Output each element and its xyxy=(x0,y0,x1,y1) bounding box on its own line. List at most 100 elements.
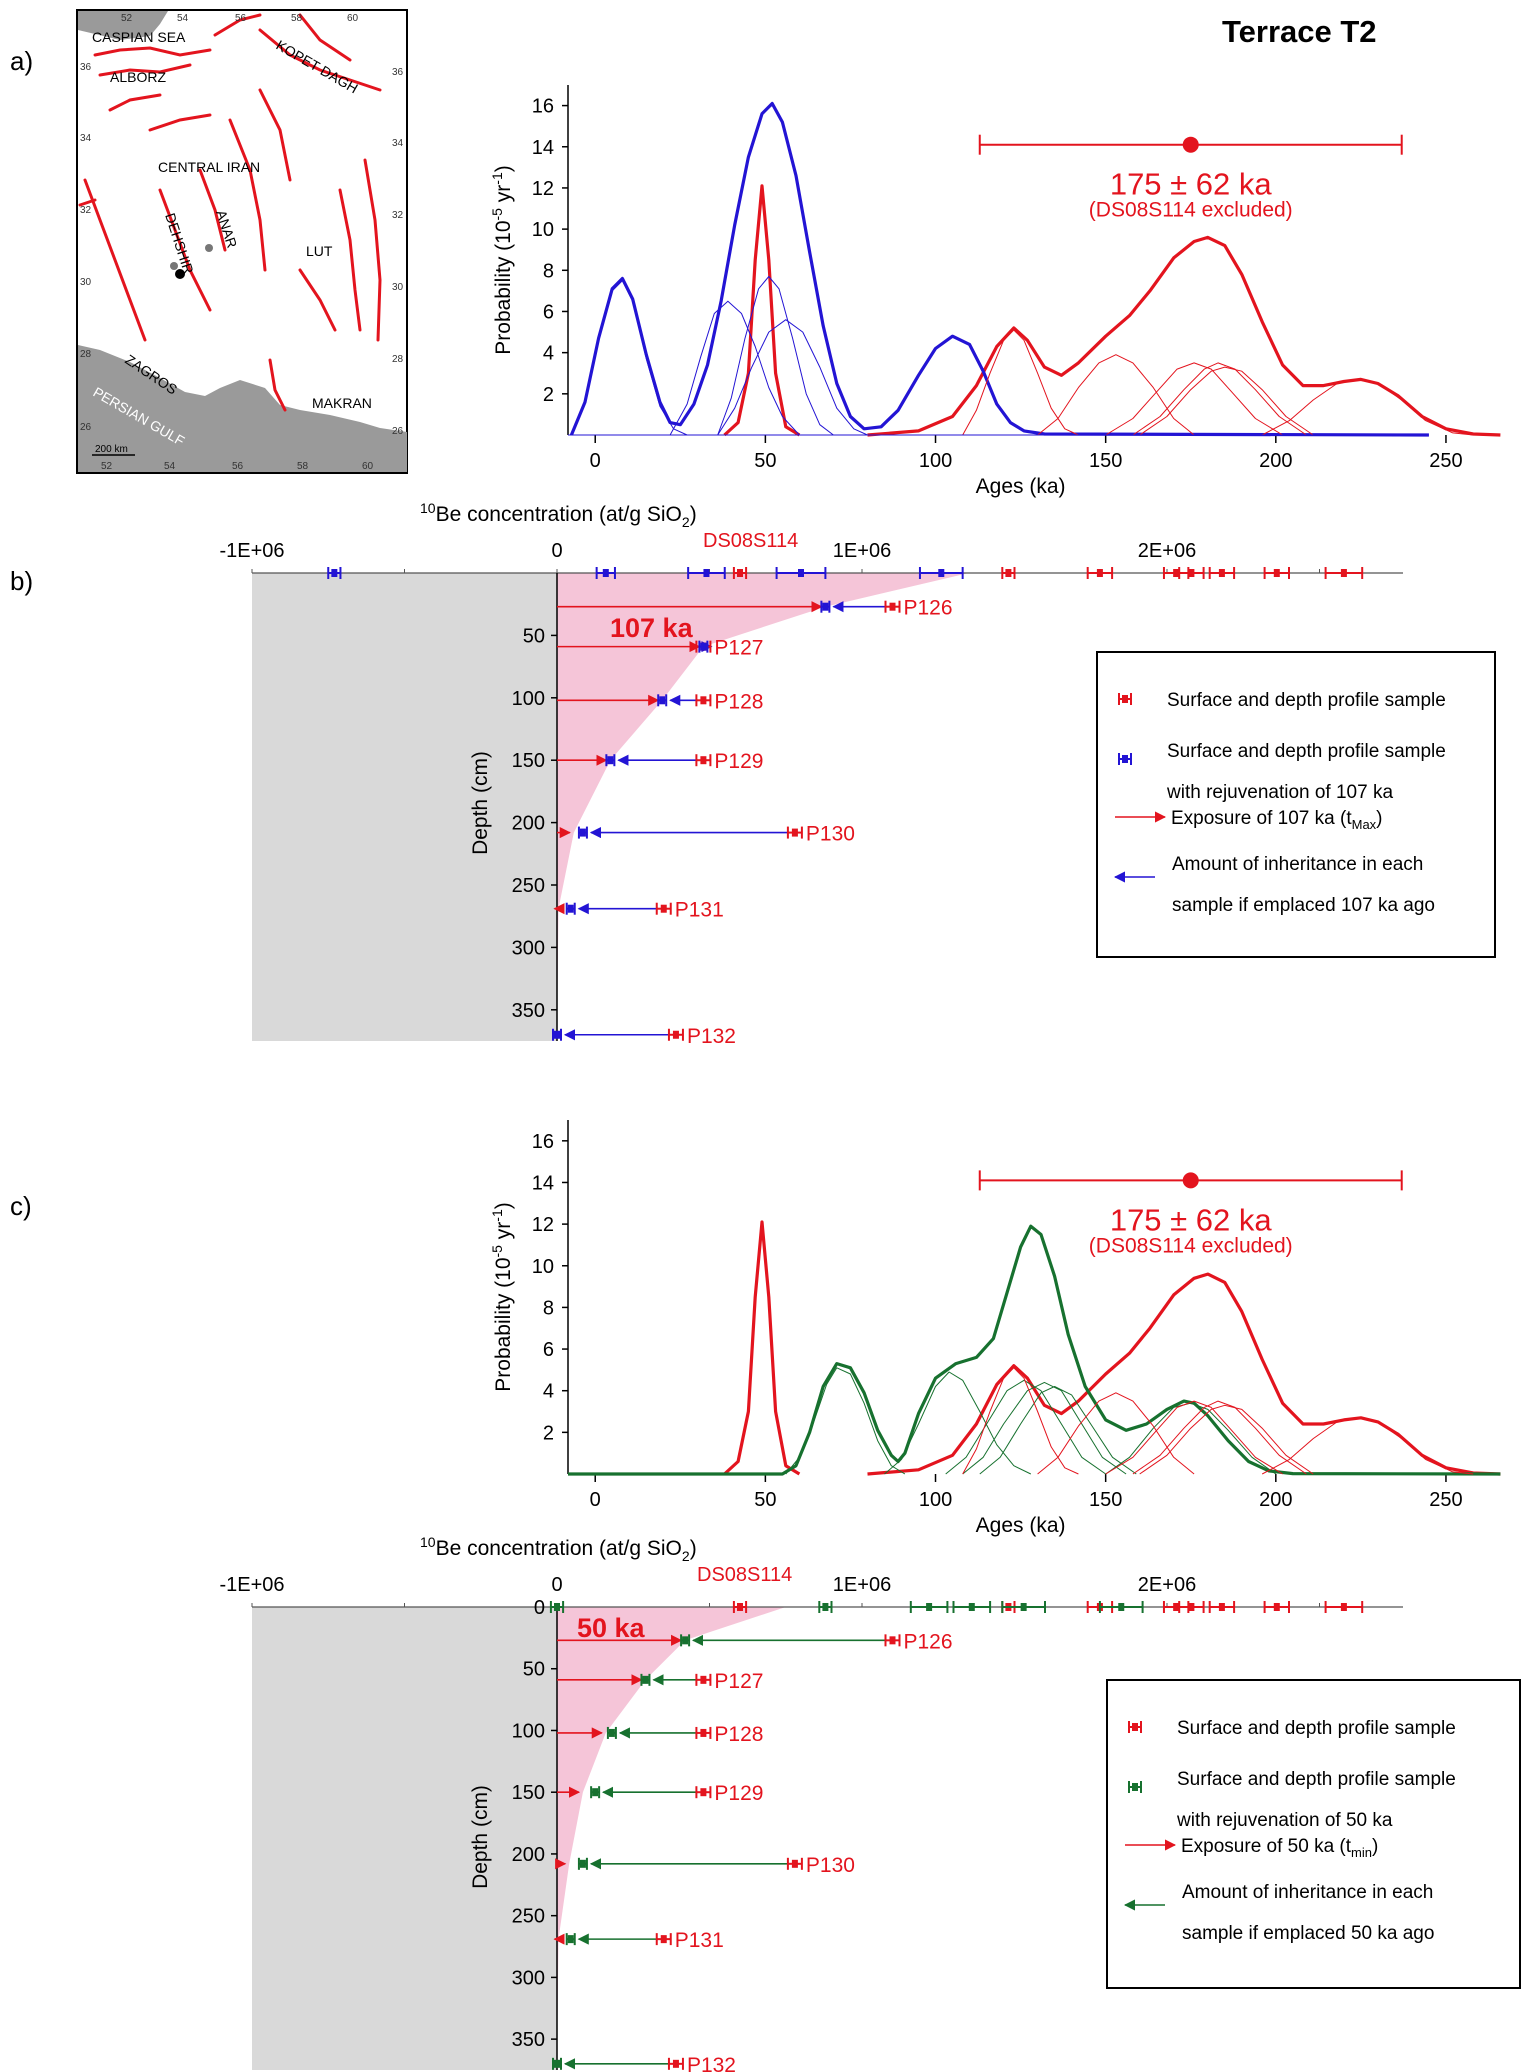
x-tick-label: -1E+06 xyxy=(219,540,284,562)
y-tick-label: 200 xyxy=(512,813,545,835)
legend-label-3-line2: sample if emplaced 50 ka ago xyxy=(1182,1923,1434,1944)
depth-sample-P130: P130 xyxy=(555,1854,855,1877)
measured-sample xyxy=(786,1857,803,1870)
series-red-thin-14 xyxy=(1261,1417,1474,1475)
series-blue-thin-6 xyxy=(717,319,868,436)
legend-symbol-green xyxy=(1128,1781,1142,1793)
x-tick-label: 200 xyxy=(1259,450,1292,472)
surface-sample-green-mark xyxy=(1118,1603,1125,1611)
series-red-thick-0 xyxy=(723,184,801,437)
y-tick-label: 10 xyxy=(532,1256,554,1278)
legend-label-3: Amount of inheritance in each xyxy=(1182,1882,1433,1903)
surface-sample-red-mark xyxy=(1173,569,1180,577)
y-tick-label: 100 xyxy=(512,1720,545,1742)
surface-sample-label: DS08S114 xyxy=(697,1564,792,1586)
measured-sample xyxy=(655,1933,672,1946)
corrected-sample xyxy=(552,2057,562,2070)
series-red-thick-1 xyxy=(867,1272,1501,1476)
surface-sample-red xyxy=(1208,567,1236,579)
surface-sample-red-mark xyxy=(1173,1603,1180,1611)
surface-sample-blue xyxy=(918,567,964,579)
measured-sample xyxy=(695,694,712,707)
y-tick-label: 8 xyxy=(543,1297,554,1319)
measured-sample-mark xyxy=(889,602,896,611)
surface-sample-green xyxy=(1098,1601,1144,1613)
measured-sample-mark xyxy=(889,1636,896,1645)
map-lon-ticks: 52 54 56 58 60 52 54 56 58 60 xyxy=(101,13,374,472)
svg-text:56: 56 xyxy=(232,461,244,472)
measured-sample xyxy=(667,2057,684,2070)
surface-sample-green xyxy=(818,1601,833,1613)
profile-chart-d: -1E+06 0 1E+06 2E+06 10Be concentration (at/… xyxy=(219,1534,1521,2072)
corrected-sample-mark xyxy=(642,1675,649,1684)
legend-label-1: Surface and depth profile sample xyxy=(1167,741,1446,762)
negative-area xyxy=(252,573,557,1041)
surface-sample-blue-mark xyxy=(602,569,609,577)
y-tick-label: 250 xyxy=(512,1906,545,1928)
y-tick-label: 12 xyxy=(532,1214,554,1236)
y-tick-label: 350 xyxy=(512,2029,545,2051)
svg-text:28: 28 xyxy=(392,354,404,365)
sample-label: P129 xyxy=(714,750,763,773)
series-blue-thin-3 xyxy=(570,280,688,436)
corrected-sample-mark xyxy=(659,696,666,705)
sample-label: P131 xyxy=(675,1929,724,1952)
legend-symbol-red xyxy=(1118,693,1132,705)
svg-text:58: 58 xyxy=(297,461,309,472)
y-tick-label: 200 xyxy=(512,1844,545,1866)
legend-symbol-red-mark xyxy=(1122,695,1128,703)
surface-sample-blue xyxy=(327,567,342,579)
map-faults xyxy=(78,13,382,412)
series-green-thin-6 xyxy=(962,1381,1127,1475)
panel-label-c: c) xyxy=(10,1191,32,1221)
depth-sample-P129: P129 xyxy=(557,750,763,773)
measured-sample-mark xyxy=(791,828,798,837)
y-axis-label: Probability (10-5 yr-1) xyxy=(489,1202,515,1391)
x-tick-label: 2E+06 xyxy=(1138,1574,1196,1596)
sample-label: P131 xyxy=(675,899,724,922)
y-tick-label: 300 xyxy=(512,937,545,959)
surface-sample-blue xyxy=(775,567,827,579)
sample-label: P132 xyxy=(687,1025,736,1048)
profile-chart-b: -1E+06 0 1E+06 2E+06 10Be concentration (at/… xyxy=(219,500,1496,1048)
sample-label: P127 xyxy=(714,1670,763,1693)
legend-label-1-line2: with rejuvenation of 107 ka xyxy=(1166,782,1393,803)
corrected-sample-mark xyxy=(608,1728,615,1737)
svg-text:34: 34 xyxy=(80,133,92,144)
sample-label: P128 xyxy=(714,690,763,713)
measured-sample xyxy=(655,902,672,915)
surface-sample-red xyxy=(1208,1601,1236,1613)
model-envelope xyxy=(557,1607,786,2070)
x-tick-label: 100 xyxy=(919,1489,952,1511)
map-label-alborz: ALBORZ xyxy=(110,69,166,85)
summary-sub-label: (DS08S114 excluded) xyxy=(1089,199,1293,222)
map-label-caspian: CASPIAN SEA xyxy=(92,29,186,45)
corrected-sample xyxy=(577,826,588,839)
x-axis-label: Ages (ka) xyxy=(976,475,1066,498)
legend-box xyxy=(1106,1679,1521,1989)
y-tick-label: 300 xyxy=(512,1967,545,1989)
corrected-sample-mark xyxy=(554,2059,560,2068)
corrected-sample xyxy=(640,1673,651,1686)
map-lat-ticks: 36 34 32 30 28 26 36 34 32 30 28 26 xyxy=(80,62,404,437)
series-red-thin-13 xyxy=(1139,1404,1314,1475)
series-blue-thin-5 xyxy=(717,276,834,436)
legend-label-2: Exposure of 50 ka (tmin) xyxy=(1181,1836,1378,1860)
series-red-thick-0 xyxy=(723,1220,801,1476)
surface-sample-red-mark xyxy=(1005,569,1012,577)
sample-label: P129 xyxy=(714,1782,763,1805)
measured-sample xyxy=(695,1673,712,1686)
legend-label-1-line2: with rejuvenation of 50 ka xyxy=(1176,1810,1393,1831)
series-green-thin-5 xyxy=(945,1379,1106,1475)
svg-text:32: 32 xyxy=(392,210,404,221)
measured-sample-mark xyxy=(660,1935,667,1944)
y-tick-label: 150 xyxy=(512,750,545,772)
series-green-thin-4 xyxy=(884,1371,1032,1475)
y-tick-label: 6 xyxy=(543,301,554,323)
corrected-sample-mark xyxy=(567,1935,574,1944)
series-red-thin-12 xyxy=(1261,378,1474,436)
map-scale-label: 200 km xyxy=(95,444,128,455)
depth-sample-P132: P132 xyxy=(552,1025,736,1048)
legend-box xyxy=(1096,651,1496,958)
